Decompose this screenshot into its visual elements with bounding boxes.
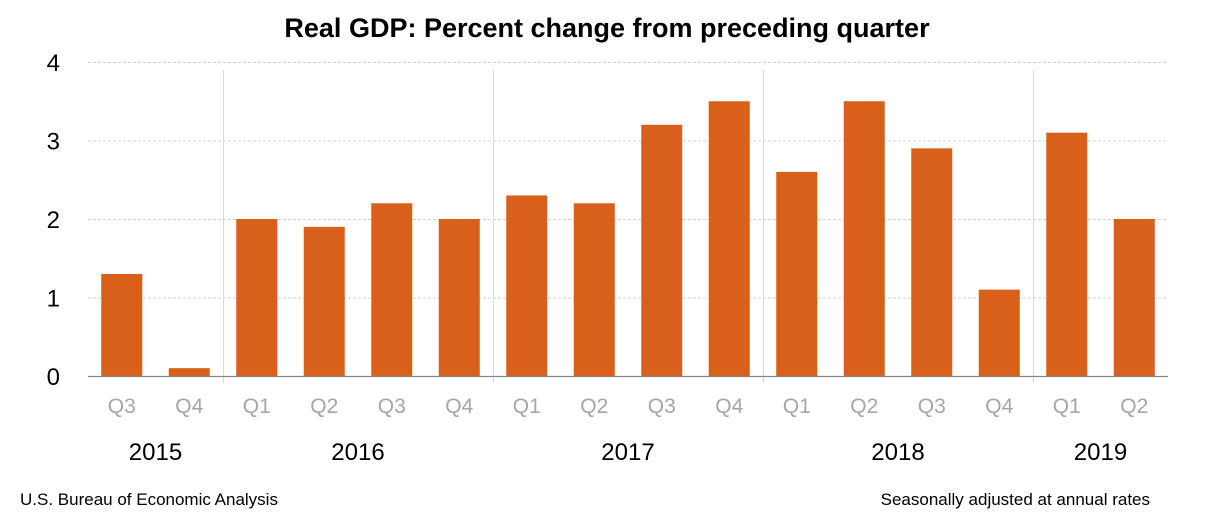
- quarter-label: Q4: [715, 395, 743, 418]
- y-tick-label: 0: [47, 364, 60, 391]
- year-label: 2017: [601, 439, 654, 466]
- y-tick-label: 1: [47, 286, 60, 313]
- bar-2016-q4: [438, 219, 480, 376]
- bars: [101, 101, 1155, 376]
- bar-2016-q3: [371, 203, 413, 376]
- quarter-label: Q2: [310, 395, 338, 418]
- bar-2016-q1: [236, 219, 278, 376]
- year-label: 2018: [871, 439, 924, 466]
- x-axis-ticks: Q3 Q4 Q1 Q2 Q3 Q4 Q1 Q2 Q3 Q4 Q1 Q2 Q3 Q4 Q1 Q2: [108, 395, 1149, 418]
- quarter-label: Q1: [1053, 395, 1081, 418]
- source-note: U.S. Bureau of Economic Analysis: [20, 490, 278, 509]
- chart-title: Real GDP: Percent change from preceding …: [284, 13, 930, 43]
- year-label: 2015: [129, 439, 182, 466]
- quarter-label: Q4: [445, 395, 473, 418]
- quarter-label: Q3: [378, 395, 406, 418]
- quarter-label: Q2: [580, 395, 608, 418]
- quarter-label: Q1: [243, 395, 271, 418]
- bar-2018-q3: [911, 148, 953, 376]
- bar-2017-q2: [573, 203, 615, 376]
- bar-2017-q3: [641, 124, 683, 376]
- bar-2017-q1: [506, 195, 548, 376]
- quarter-label: Q3: [108, 395, 136, 418]
- bar-2018-q2: [843, 101, 885, 376]
- quarter-label: Q4: [985, 395, 1013, 418]
- year-separators: [223, 70, 1034, 383]
- quarter-label: Q4: [175, 395, 203, 418]
- quarter-label: Q3: [648, 395, 676, 418]
- year-label: 2019: [1074, 439, 1127, 466]
- year-label: 2016: [331, 439, 384, 466]
- quarter-label: Q2: [1120, 395, 1148, 418]
- y-axis-ticks: 0 1 2 3 4: [47, 50, 60, 391]
- bar-2016-q2: [303, 226, 345, 376]
- quarter-label: Q1: [513, 395, 541, 418]
- y-tick-label: 2: [47, 207, 60, 234]
- bar-2019-q2: [1113, 219, 1155, 376]
- bar-2015-q4: [168, 368, 210, 376]
- bar-2017-q4: [708, 101, 750, 376]
- quarter-label: Q3: [918, 395, 946, 418]
- quarter-label: Q1: [783, 395, 811, 418]
- bar-2018-q1: [776, 171, 818, 376]
- y-tick-label: 4: [47, 50, 60, 77]
- bar-2019-q1: [1046, 132, 1088, 376]
- bar-2018-q4: [978, 289, 1020, 376]
- quarter-label: Q2: [850, 395, 878, 418]
- year-labels: 2015 2016 2017 2018 2019: [129, 439, 1127, 466]
- adjustment-note: Seasonally adjusted at annual rates: [881, 490, 1150, 509]
- y-tick-label: 3: [47, 129, 60, 156]
- bar-2015-q3: [101, 273, 143, 376]
